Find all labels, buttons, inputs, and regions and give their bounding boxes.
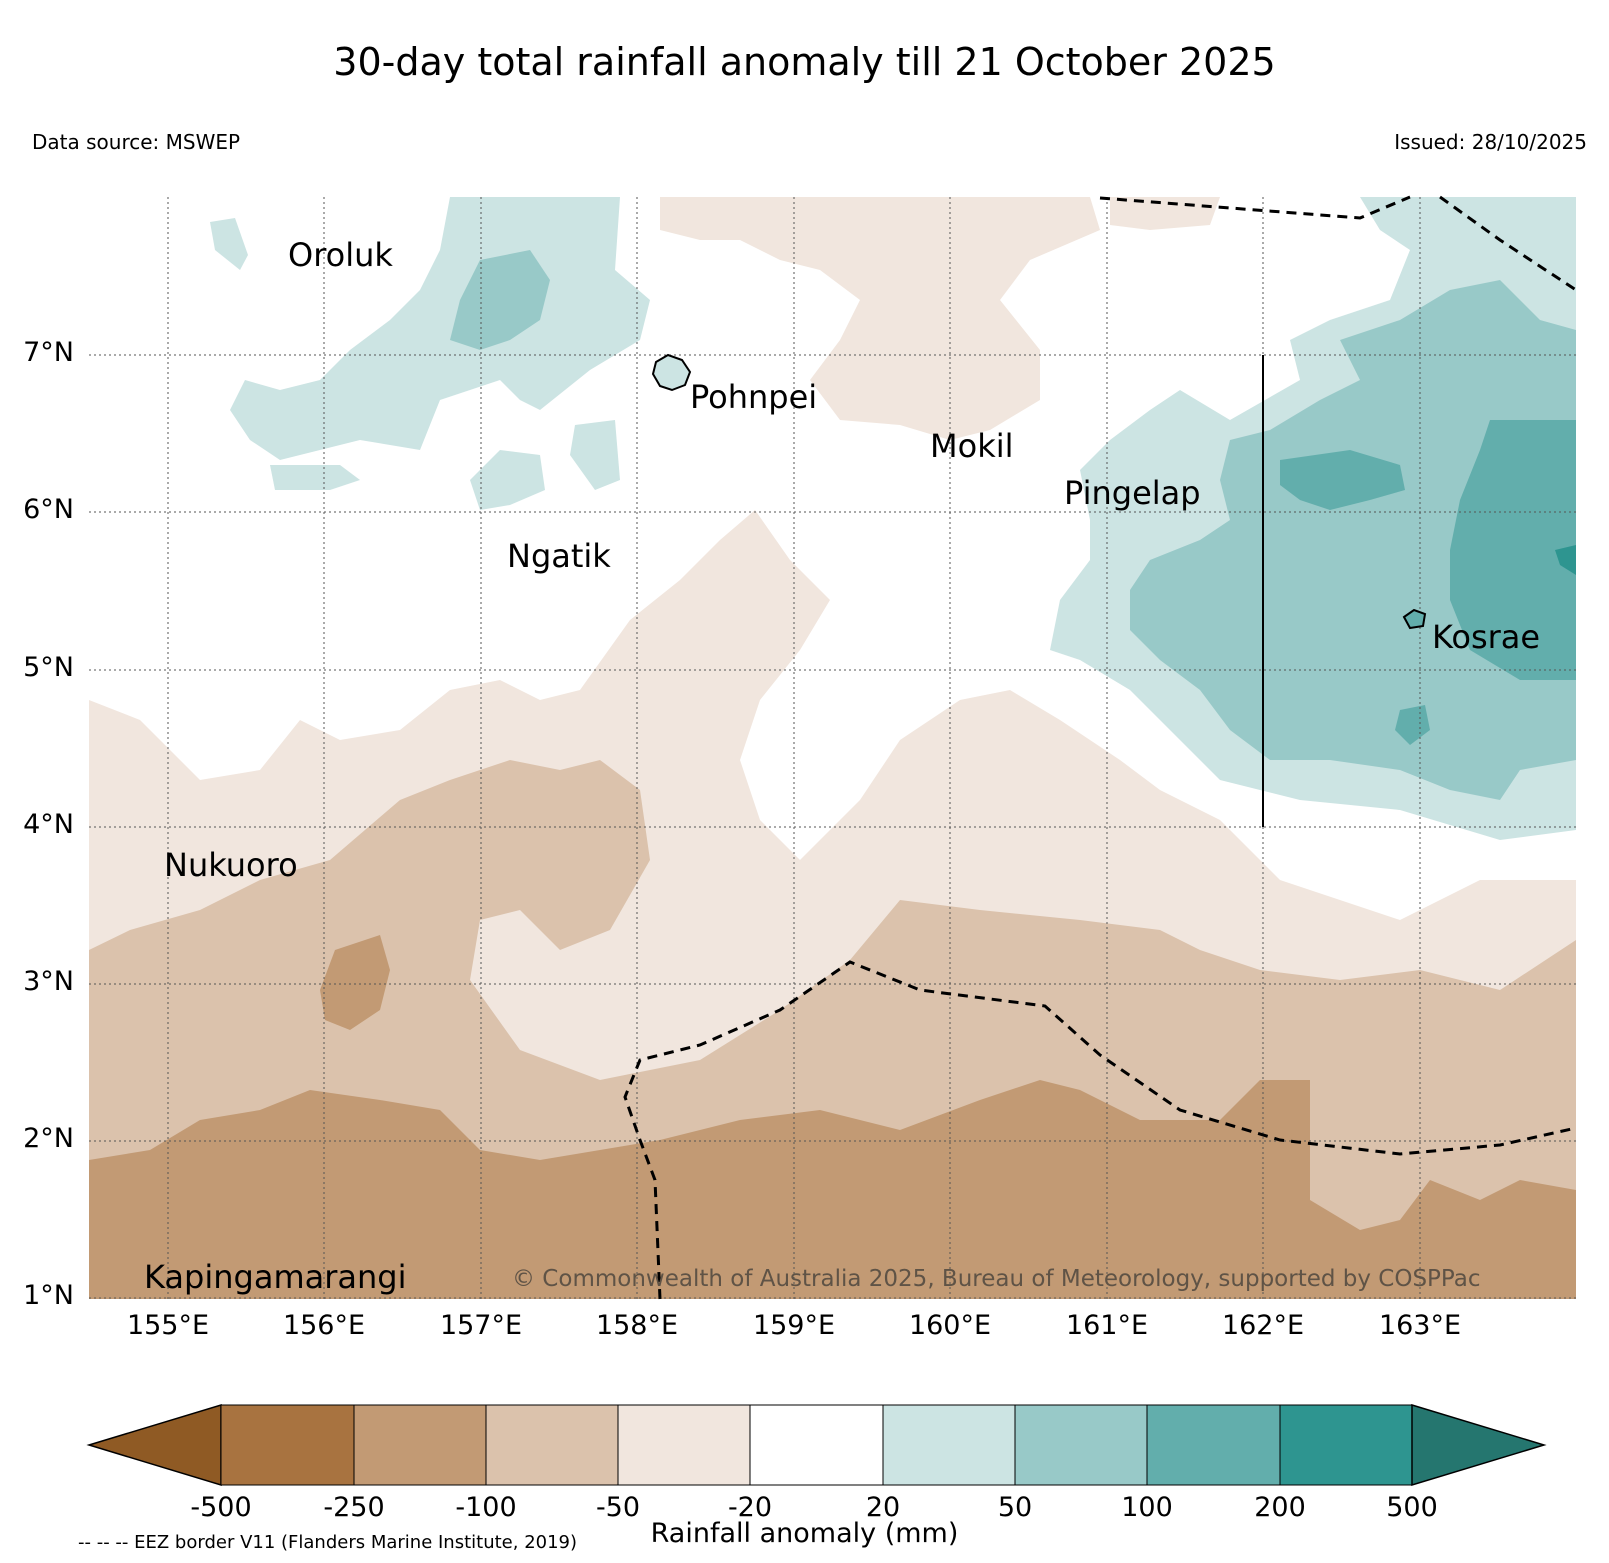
lon-label: 157°E <box>439 1310 523 1341</box>
place-label-nukuoro: Nukuoro <box>164 846 298 884</box>
anomaly-patch-wet-2 <box>210 218 248 270</box>
anomaly-field <box>89 197 1576 1299</box>
anomaly-east-wet-100-b <box>1450 420 1576 680</box>
eez-legend-note: -- -- -- EEZ border V11 (Flanders Marine… <box>78 1532 578 1553</box>
copyright-notice: © Commonwealth of Australia 2025, Bureau… <box>512 1266 1481 1292</box>
lon-label: 162°E <box>1221 1310 1305 1341</box>
colorbar-segment-8 <box>1146 1404 1281 1486</box>
colorbar-segment-1 <box>220 1404 355 1486</box>
anomaly-northwest-wet <box>230 197 650 460</box>
colorbar-segment-4 <box>617 1404 751 1486</box>
colorbar-tick: 500 <box>1386 1492 1438 1523</box>
data-source: Data source: MSWEP <box>32 130 241 154</box>
colorbar-segment-7 <box>1014 1404 1148 1486</box>
place-label-pingelap: Pingelap <box>1064 474 1201 512</box>
anomaly-patch-wet-3 <box>570 420 620 490</box>
colorbar-segment-9 <box>1279 1404 1413 1486</box>
colorbar-extend-low <box>86 1403 222 1487</box>
colorbar-tick: -250 <box>323 1492 385 1523</box>
colorbar-tick: -100 <box>455 1492 517 1523</box>
lon-label: 156°E <box>282 1310 366 1341</box>
place-label-pohnpei: Pohnpei <box>690 378 818 416</box>
lon-label: 158°E <box>595 1310 679 1341</box>
colorbar-tick: -20 <box>727 1492 773 1523</box>
chart-title: 30-day total rainfall anomaly till 21 Oc… <box>333 40 1276 84</box>
lat-label: 2°N <box>23 1123 74 1154</box>
colorbar-tick: -50 <box>595 1492 641 1523</box>
lat-label: 5°N <box>23 652 74 683</box>
colorbar-extend-high <box>1411 1403 1547 1487</box>
lon-label: 159°E <box>752 1310 836 1341</box>
lon-label: 161°E <box>1065 1310 1149 1341</box>
anomaly-east-wet-200 <box>1555 545 1576 575</box>
kosrae-island <box>1402 608 1427 630</box>
anomaly-patch-wet-4 <box>270 465 360 490</box>
place-label-kosrae: Kosrae <box>1432 618 1541 656</box>
lat-label: 6°N <box>23 494 74 525</box>
anomaly-north-dry <box>660 197 1100 440</box>
issued-date: Issued: 28/10/2025 <box>1394 130 1587 154</box>
lon-label: 163°E <box>1378 1310 1462 1341</box>
colorbar <box>86 1403 1547 1487</box>
lat-label: 3°N <box>23 966 74 997</box>
colorbar-tick: 20 <box>865 1492 901 1523</box>
lon-label: 160°E <box>908 1310 992 1341</box>
colorbar-segment-3 <box>485 1404 619 1486</box>
colorbar-segment-6 <box>882 1404 1016 1486</box>
colorbar-tick: -500 <box>190 1492 252 1523</box>
eez-border <box>623 195 1577 1300</box>
colorbar-tick: 100 <box>1121 1492 1173 1523</box>
colorbar-segment-5 <box>749 1404 884 1486</box>
pohnpei-island <box>651 353 692 392</box>
colorbar-tick: 50 <box>997 1492 1033 1523</box>
place-label-oroluk: Oroluk <box>288 236 393 274</box>
place-label-ngatik: Ngatik <box>507 537 611 575</box>
lat-label: 1°N <box>23 1280 74 1311</box>
colorbar-segment-2 <box>353 1404 487 1486</box>
anomaly-east-wet-100 <box>1280 450 1405 510</box>
lat-label: 7°N <box>23 337 74 368</box>
anomaly-patch-wet <box>470 450 545 510</box>
lon-label: 155°E <box>126 1310 210 1341</box>
anomaly-northeast-dry <box>1110 197 1220 230</box>
anomaly-northwest-wet-100 <box>450 250 550 350</box>
place-label-kapingamarangi: Kapingamarangi <box>144 1258 407 1296</box>
colorbar-tick: 200 <box>1254 1492 1306 1523</box>
anomaly-band-minus250 <box>89 1080 1576 1299</box>
lat-label: 4°N <box>23 809 74 840</box>
colorbar-title: Rainfall anomaly (mm) <box>650 1518 959 1549</box>
place-label-mokil: Mokil <box>930 427 1014 465</box>
anomaly-east-wet-100-c <box>1395 705 1430 745</box>
anomaly-patch-minus250 <box>320 935 390 1030</box>
